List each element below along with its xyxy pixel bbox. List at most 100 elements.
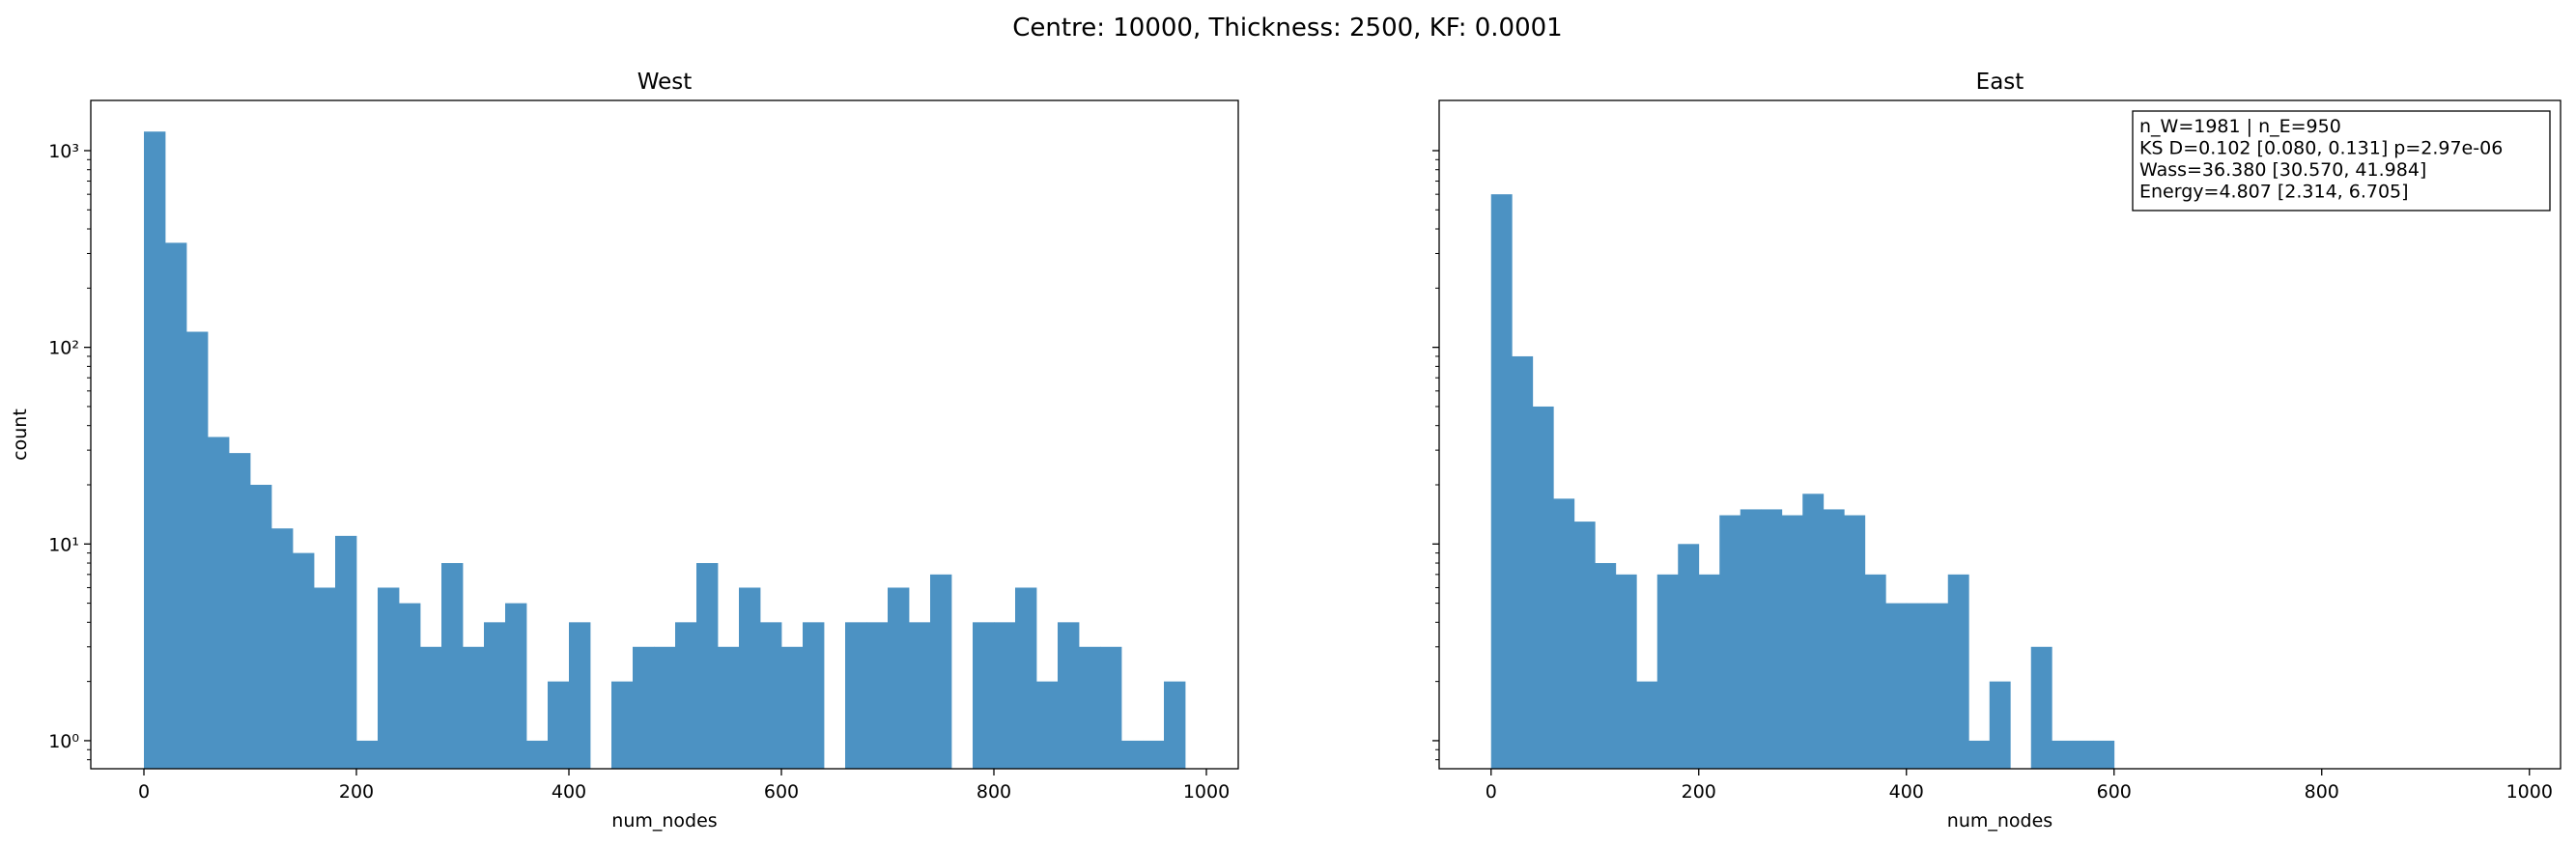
east-histogram-bar (1490, 194, 1513, 770)
west-y-tick-label: 10¹ (48, 534, 79, 555)
west-x-ticks: 0 200 400 600 800 1000 (138, 769, 1230, 803)
west-x-tick-label: 800 (977, 781, 1011, 803)
west-histogram-bar (803, 622, 825, 769)
west-histogram-bar (335, 535, 357, 769)
west-x-tick-label: 0 (138, 781, 150, 803)
west-histogram-bar (675, 622, 697, 769)
east-x-tick-label: 1000 (2506, 781, 2553, 803)
west-y-axis-label: count (10, 409, 31, 461)
east-histogram-bar (1947, 574, 1969, 769)
west-histogram-bar (866, 622, 889, 769)
west-histogram-bar (718, 646, 740, 769)
east-histogram-bar (1573, 522, 1596, 769)
stats-line-ks: KS D=0.102 [0.080, 0.131] p=2.97e-06 (2139, 138, 2503, 159)
west-histogram-bar (760, 622, 782, 769)
east-histogram-bar (1761, 509, 1783, 769)
west-histogram-bar (654, 646, 676, 769)
west-histogram-bar (271, 528, 294, 769)
west-histogram-bar (1079, 646, 1101, 769)
west-histogram-bar (611, 681, 634, 769)
west-histogram-bar (569, 622, 591, 769)
east-histogram-bar (1553, 498, 1575, 769)
east-histogram-bar (1968, 740, 1991, 769)
east-x-tick-label: 800 (2305, 781, 2339, 803)
east-histogram-bar (1595, 563, 1617, 769)
west-x-tick-label: 200 (339, 781, 374, 803)
east-histogram-bar (1885, 603, 1908, 769)
east-histogram-bar (1656, 574, 1679, 769)
east-histogram-bar (1844, 515, 1866, 769)
east-histogram-bar (1823, 509, 1845, 769)
west-histogram-bar (1100, 646, 1122, 769)
west-histogram-bar (739, 587, 761, 769)
east-axes-frame (1438, 99, 2562, 770)
west-histogram-bar (186, 331, 209, 769)
west-histogram-bar (1036, 681, 1059, 769)
stats-line-wasserstein: Wass=36.380 [30.570, 41.984] (2139, 159, 2426, 181)
east-histogram-bar (1678, 544, 1700, 769)
west-axes-frame (90, 99, 1239, 770)
west-histogram-bar (144, 131, 166, 769)
west-histogram-bar (1121, 740, 1144, 769)
west-histogram-bar (314, 587, 336, 769)
west-y-tick-label: 10³ (48, 141, 79, 162)
west-x-tick-label: 600 (764, 781, 799, 803)
west-histogram-bar (1058, 622, 1080, 769)
west-histogram-bar (441, 563, 464, 769)
east-title: East (1976, 70, 2024, 95)
west-histogram-bar (930, 574, 952, 769)
west-axes: 0 200 400 600 800 1000 10⁰ 10¹ 10² 10³ West num_… (10, 70, 1239, 832)
west-histogram-bar (229, 453, 251, 769)
west-bars (144, 131, 1186, 769)
east-histogram-bar (1698, 574, 1720, 769)
east-histogram-bar (1636, 681, 1658, 769)
east-histogram-bar (1802, 494, 1825, 769)
east-histogram-bar (1927, 603, 1949, 769)
east-x-ticks: 0 200 400 600 800 1000 (1486, 769, 2553, 803)
east-x-tick-label: 200 (1682, 781, 1716, 803)
west-histogram-bar (1164, 681, 1186, 769)
east-bars (1490, 194, 2115, 770)
west-histogram-bar (973, 622, 995, 769)
west-histogram-bar (909, 622, 931, 769)
west-histogram-bar (1015, 587, 1037, 769)
west-x-tick-label: 1000 (1183, 781, 1230, 803)
west-y-tick-label: 10² (48, 338, 79, 359)
west-histogram-bar (484, 622, 506, 769)
east-histogram-bar (2072, 740, 2094, 769)
figure-title: Centre: 10000, Thickness: 2500, KF: 0.00… (1012, 14, 1562, 42)
west-x-axis-label: num_nodes (611, 810, 717, 832)
east-x-tick-label: 600 (2097, 781, 2132, 803)
stats-box: n_W=1981 | n_E=950 KS D=0.102 [0.080, 0.… (2132, 110, 2551, 212)
west-y-ticks: 10⁰ 10¹ 10² 10³ (48, 141, 91, 761)
east-histogram-bar (1781, 515, 1803, 769)
west-histogram-bar (696, 563, 719, 769)
west-histogram-bar (781, 646, 804, 769)
east-histogram-bar (1740, 509, 1762, 769)
west-histogram-bar (633, 646, 655, 769)
west-histogram-bar (845, 622, 867, 769)
east-histogram-bar (2030, 646, 2052, 769)
west-histogram-bar (165, 242, 187, 769)
east-histogram-bar (1719, 515, 1741, 769)
stats-line-energy: Energy=4.807 [2.314, 6.705] (2139, 182, 2409, 203)
east-histogram-bar (1906, 603, 1928, 769)
west-histogram-bar (505, 603, 527, 769)
west-histogram-bar (399, 603, 421, 769)
west-title: West (637, 70, 693, 95)
west-histogram-bar (420, 646, 442, 769)
east-histogram-bar (1512, 355, 1534, 769)
west-histogram-bar (293, 552, 315, 769)
stats-line-counts: n_W=1981 | n_E=950 (2139, 116, 2341, 137)
east-histogram-bar (2093, 740, 2115, 769)
west-histogram-bar (888, 587, 910, 769)
west-y-tick-label: 10⁰ (48, 731, 79, 752)
east-histogram-bar (1532, 406, 1554, 769)
west-histogram-bar (548, 681, 570, 769)
west-histogram-bar (463, 646, 485, 769)
east-histogram-bar (2052, 740, 2074, 769)
west-histogram-bar (994, 622, 1016, 769)
west-histogram-bar (250, 484, 272, 769)
east-histogram-bar (1864, 574, 1886, 769)
east-histogram-bar (1989, 681, 2011, 769)
